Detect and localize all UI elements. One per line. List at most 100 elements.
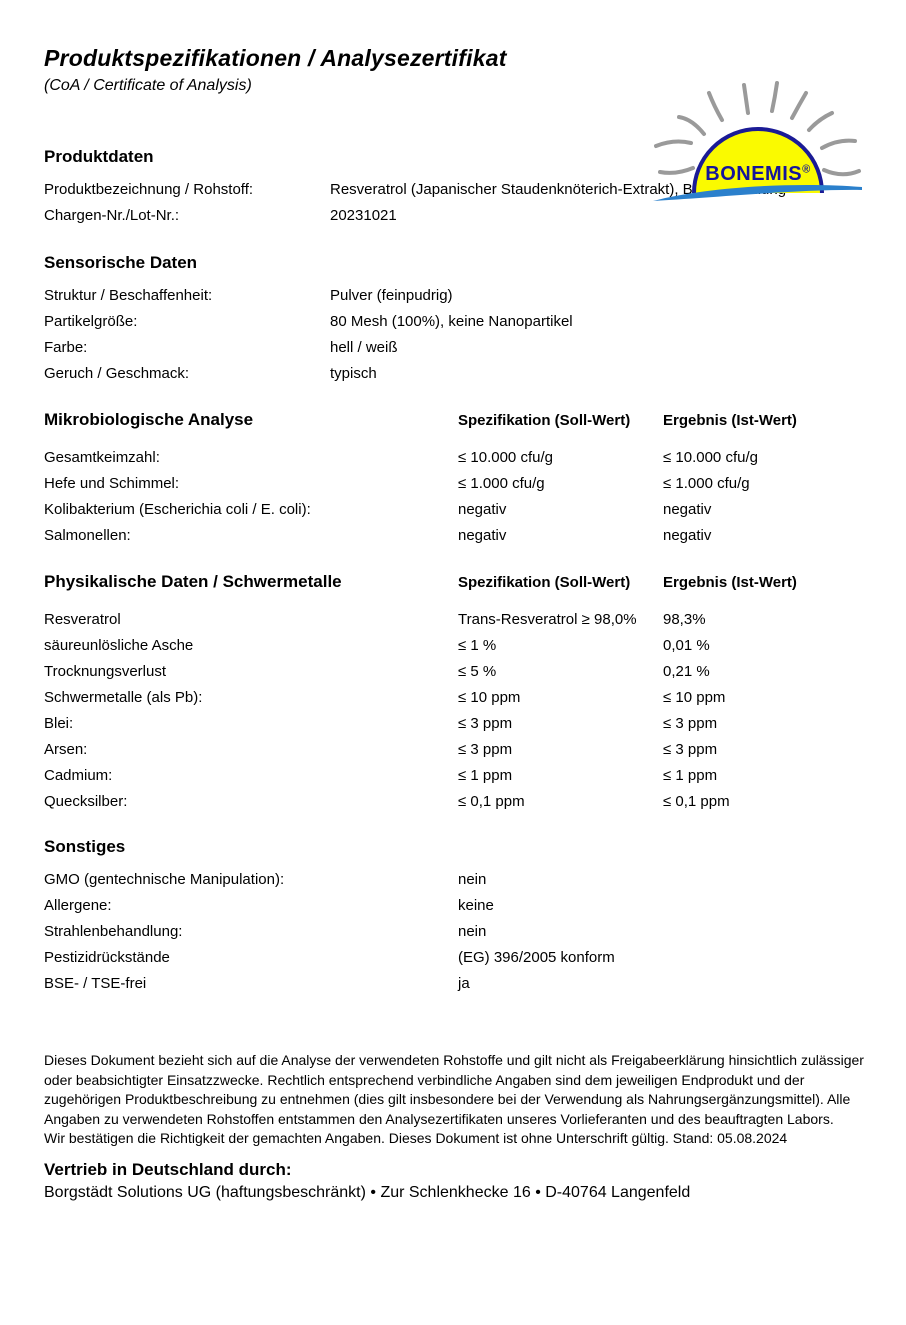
row-label: GMO (gentechnische Manipulation):: [44, 871, 285, 888]
column-header-spezifikation: Spezifikation (Soll-Wert): [458, 574, 631, 591]
data-row: Geruch / Geschmack: typisch: [44, 361, 862, 387]
data-row: Allergene: keine: [44, 893, 862, 919]
table-row: Cadmium: ≤ 1 ppm ≤ 1 ppm: [44, 763, 862, 789]
logo-brand-text: BONEMIS®: [705, 163, 810, 186]
row-label: Geruch / Geschmack:: [44, 365, 190, 382]
row-label: Produktbezeichnung / Rohstoff:: [44, 181, 254, 198]
row-value: 20231021: [330, 207, 397, 224]
distribution-address: Borgstädt Solutions UG (haftungsbeschrän…: [44, 1183, 691, 1201]
table-row: Salmonellen: negativ negativ: [44, 523, 862, 549]
row-result-value: ≤ 10 ppm: [663, 689, 726, 706]
row-spec-value: ≤ 0,1 ppm: [458, 793, 525, 810]
table-row: Resveratrol Trans-Resveratrol ≥ 98,0% 98…: [44, 607, 862, 633]
table-row: Arsen: ≤ 3 ppm ≤ 3 ppm: [44, 737, 862, 763]
physikalische-rows: Resveratrol Trans-Resveratrol ≥ 98,0% 98…: [44, 607, 862, 815]
row-spec-value: ≤ 5 %: [458, 663, 497, 680]
row-spec-value: negativ: [458, 527, 507, 544]
row-label: Salmonellen:: [44, 527, 131, 544]
row-label: Kolibakterium (Escherichia coli / E. col…: [44, 501, 311, 518]
row-label: Hefe und Schimmel:: [44, 475, 180, 492]
row-label: Arsen:: [44, 741, 88, 758]
disclaimer-text: Dieses Dokument bezieht sich auf die Ana…: [44, 1052, 864, 1127]
registered-mark: ®: [802, 163, 811, 176]
row-label: Pestizidrückstände: [44, 949, 170, 966]
row-value: Pulver (feinpudrig): [330, 287, 453, 304]
section-heading-sensorische-daten: Sensorische Daten: [44, 253, 198, 272]
row-value: nein: [458, 871, 487, 888]
sun-rays-icon: [654, 81, 861, 177]
column-header-ergebnis: Ergebnis (Ist-Wert): [663, 412, 797, 429]
row-value: keine: [458, 897, 494, 914]
data-row: Farbe: hell / weiß: [44, 335, 862, 361]
row-label: Resveratrol: [44, 611, 121, 628]
row-spec-value: ≤ 10.000 cfu/g: [458, 449, 553, 466]
row-label: Blei:: [44, 715, 74, 732]
row-value: ja: [458, 975, 470, 992]
column-header-spezifikation: Spezifikation (Soll-Wert): [458, 412, 631, 429]
sunrise-logo-icon: [653, 81, 862, 201]
data-row: Chargen-Nr./Lot-Nr.: 20231021: [44, 203, 862, 229]
disclaimer-paragraph: Dieses Dokument bezieht sich auf die Ana…: [44, 1051, 866, 1149]
row-result-value: 98,3%: [663, 611, 706, 628]
section-heading-physikalische-daten: Physikalische Daten / Schwermetalle: [44, 572, 342, 591]
row-label: Farbe:: [44, 339, 88, 356]
row-label: Cadmium:: [44, 767, 113, 784]
row-spec-value: ≤ 3 ppm: [458, 715, 513, 732]
row-result-value: 0,01 %: [663, 637, 710, 654]
bonemis-logo: BONEMIS®: [650, 80, 866, 208]
row-result-value: ≤ 1.000 cfu/g: [663, 475, 750, 492]
row-result-value: ≤ 1 ppm: [663, 767, 718, 784]
table-row: Quecksilber: ≤ 0,1 ppm ≤ 0,1 ppm: [44, 789, 862, 815]
table-row: Kolibakterium (Escherichia coli / E. col…: [44, 497, 862, 523]
column-header-ergebnis: Ergebnis (Ist-Wert): [663, 574, 797, 591]
table-row: Trocknungsverlust ≤ 5 % 0,21 %: [44, 659, 862, 685]
row-value: Resveratrol (Japanischer Staudenknöteric…: [330, 181, 787, 198]
row-result-value: negativ: [663, 501, 712, 518]
row-spec-value: ≤ 3 ppm: [458, 741, 513, 758]
table-row: Hefe und Schimmel: ≤ 1.000 cfu/g ≤ 1.000…: [44, 471, 862, 497]
row-result-value: ≤ 3 ppm: [663, 715, 718, 732]
data-row: Struktur / Beschaffenheit: Pulver (feinp…: [44, 283, 862, 309]
row-spec-value: Trans-Resveratrol ≥ 98,0%: [458, 611, 637, 628]
section-heading-produktdaten: Produktdaten: [44, 147, 154, 166]
row-label: Quecksilber:: [44, 793, 128, 810]
row-label: Struktur / Beschaffenheit:: [44, 287, 213, 304]
mikrobiologische-table-header: Mikrobiologische Analyse Spezifikation (…: [44, 409, 862, 431]
row-label: Gesamtkeimzahl:: [44, 449, 160, 466]
physikalische-table-header: Physikalische Daten / Schwermetalle Spez…: [44, 571, 862, 593]
section-heading-mikrobiologische-analyse: Mikrobiologische Analyse: [44, 410, 254, 429]
document-page: Produktspezifikationen / Analysezertifik…: [0, 44, 906, 1325]
row-value: 80 Mesh (100%), keine Nanopartikel: [330, 313, 573, 330]
row-result-value: ≤ 0,1 ppm: [663, 793, 730, 810]
row-spec-value: ≤ 1.000 cfu/g: [458, 475, 545, 492]
data-row: GMO (gentechnische Manipulation): nein: [44, 867, 862, 893]
row-label: Trocknungsverlust: [44, 663, 166, 680]
data-row: Produktbezeichnung / Rohstoff: Resveratr…: [44, 177, 862, 203]
data-row: BSE- / TSE-frei ja: [44, 971, 862, 997]
row-label: BSE- / TSE-frei: [44, 975, 147, 992]
produktdaten-rows: Produktbezeichnung / Rohstoff: Resveratr…: [44, 177, 862, 229]
mikrobiologische-rows: Gesamtkeimzahl: ≤ 10.000 cfu/g ≤ 10.000 …: [44, 445, 862, 549]
table-row: Gesamtkeimzahl: ≤ 10.000 cfu/g ≤ 10.000 …: [44, 445, 862, 471]
row-label: Schwermetalle (als Pb):: [44, 689, 203, 706]
row-label: Strahlenbehandlung:: [44, 923, 183, 940]
row-label: Allergene:: [44, 897, 112, 914]
row-spec-value: ≤ 10 ppm: [458, 689, 521, 706]
data-row: Strahlenbehandlung: nein: [44, 919, 862, 945]
water-wave-icon: [653, 184, 862, 201]
row-value: nein: [458, 923, 487, 940]
distribution-heading: Vertrieb in Deutschland durch:: [44, 1159, 292, 1179]
table-row: Schwermetalle (als Pb): ≤ 10 ppm ≤ 10 pp…: [44, 685, 862, 711]
logo-brand: BONEMIS: [705, 163, 803, 185]
data-row: Partikelgröße: 80 Mesh (100%), keine Nan…: [44, 309, 862, 335]
row-spec-value: ≤ 1 ppm: [458, 767, 513, 784]
row-result-value: ≤ 10.000 cfu/g: [663, 449, 758, 466]
sensorische-rows: Struktur / Beschaffenheit: Pulver (feinp…: [44, 283, 862, 387]
row-spec-value: negativ: [458, 501, 507, 518]
data-row: Pestizidrückstände (EG) 396/2005 konform: [44, 945, 862, 971]
row-label: Partikelgröße:: [44, 313, 138, 330]
row-label: Chargen-Nr./Lot-Nr.:: [44, 207, 180, 224]
row-result-value: negativ: [663, 527, 712, 544]
sun-semicircle-icon: [692, 127, 824, 194]
table-row: säureunlösliche Asche ≤ 1 % 0,01 %: [44, 633, 862, 659]
